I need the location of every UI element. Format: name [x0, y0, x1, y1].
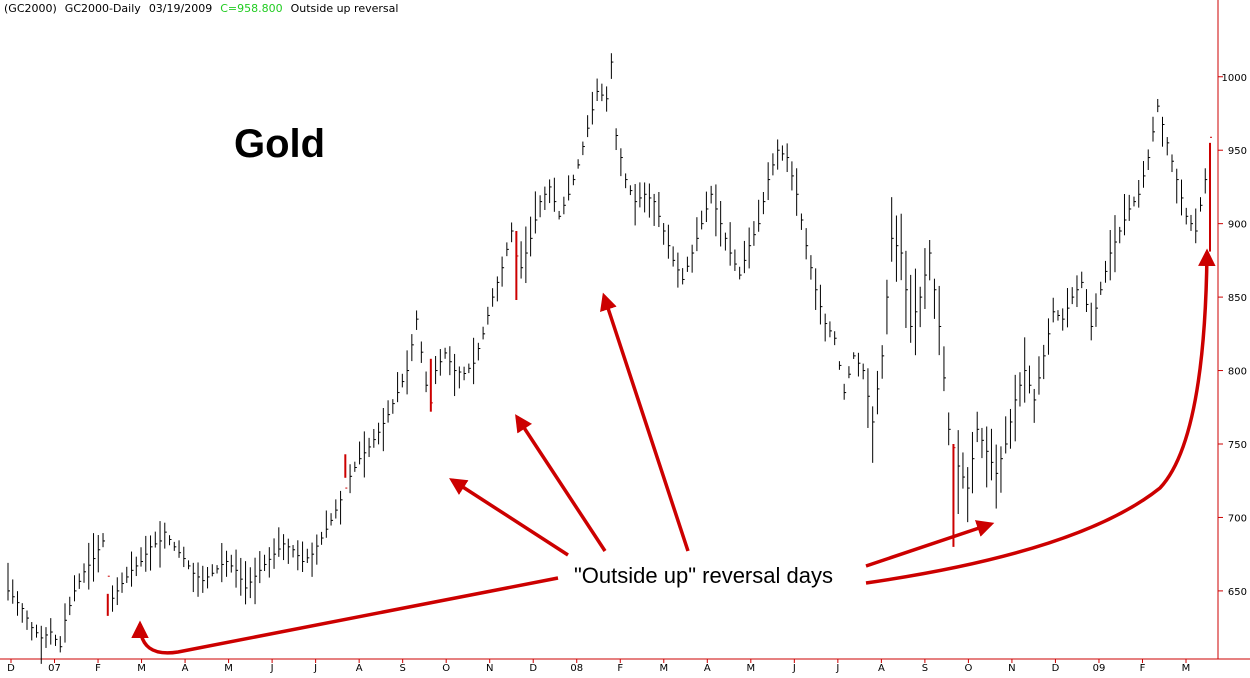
x-tick-label: F — [1140, 663, 1146, 674]
header-close: C=958.800 — [220, 2, 283, 15]
y-tick-label: 650 — [1228, 587, 1247, 598]
y-tick-label: 700 — [1228, 513, 1247, 524]
chart-header: (GC2000) GC2000-Daily 03/19/2009 C=958.800 O… — [4, 2, 406, 15]
x-tick-label: O — [442, 663, 450, 674]
x-tick-label: D — [529, 663, 537, 674]
x-tick-label: J — [313, 663, 317, 674]
callout-arrow — [865, 248, 1216, 585]
x-tick-label: M — [746, 663, 755, 674]
y-tick-label: 850 — [1228, 293, 1247, 304]
x-tick-label: D — [7, 663, 15, 674]
x-tick-label: F — [95, 663, 101, 674]
x-tick-label: M — [137, 663, 146, 674]
x-tick-label: M — [1182, 663, 1191, 674]
callout-label: "Outside up" reversal days — [574, 563, 833, 588]
callout-arrow — [449, 478, 569, 557]
x-tick-label: 07 — [48, 663, 61, 674]
x-tick-label: 09 — [1093, 663, 1106, 674]
callout-arrow — [600, 292, 690, 552]
x-tick-label: M — [659, 663, 668, 674]
y-tick-label: 800 — [1228, 367, 1247, 378]
x-tick-label: N — [486, 663, 493, 674]
x-tick-label: J — [835, 663, 839, 674]
chart-title: Gold — [234, 122, 326, 166]
header-series: GC2000-Daily — [64, 2, 141, 15]
header-note: Outside up reversal — [290, 2, 399, 15]
callout-arrow — [515, 414, 607, 552]
x-tick-label: J — [270, 663, 274, 674]
y-tick-label: 900 — [1228, 220, 1247, 231]
x-tick-label: M — [224, 663, 233, 674]
x-tick-label: A — [704, 663, 711, 674]
header-symbol: (GC2000) — [4, 2, 57, 15]
x-tick-label: A — [182, 663, 189, 674]
x-tick-label: N — [1008, 663, 1015, 674]
x-tick-label: A — [356, 663, 363, 674]
x-tick-label: J — [792, 663, 796, 674]
x-tick-label: D — [1052, 663, 1060, 674]
x-tick-label: S — [399, 663, 405, 674]
x-tick-label: O — [964, 663, 972, 674]
callout-arrow — [131, 576, 559, 655]
y-tick-label: 1000 — [1222, 73, 1247, 84]
header-date: 03/19/2009 — [148, 2, 213, 15]
x-tick-label: F — [617, 663, 623, 674]
callout-arrow — [865, 520, 995, 568]
x-tick-label: 08 — [570, 663, 583, 674]
x-tick-label: S — [922, 663, 928, 674]
x-tick-label: A — [878, 663, 885, 674]
y-tick-label: 750 — [1228, 440, 1247, 451]
y-tick-label: 950 — [1228, 146, 1247, 157]
